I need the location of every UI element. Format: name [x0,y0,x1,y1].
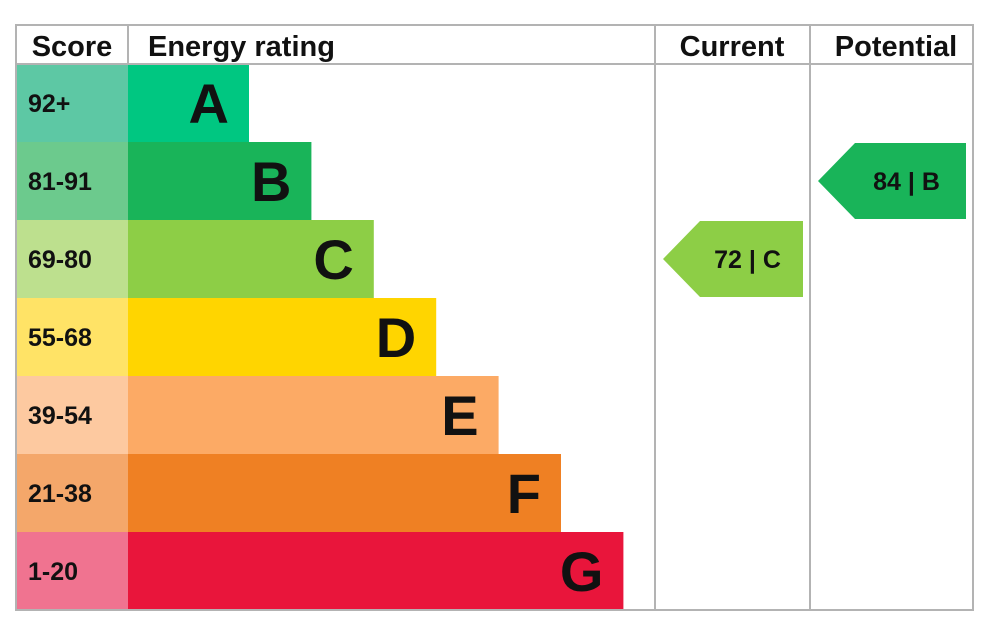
score-cell-b [16,142,128,220]
score-range-label-c: 69-80 [28,246,92,274]
rating-letter-e: E [441,384,478,447]
chart-border [15,24,974,611]
score-range-label-f: 21-38 [28,480,92,508]
potential-rating-arrow [818,143,966,219]
score-range-label-g: 1-20 [28,558,78,586]
current-rating-arrow [663,221,803,297]
header-row: Score Energy rating Current Potential [32,31,958,63]
score-cell-f [16,454,128,532]
rating-bar-g [128,532,624,610]
rating-letter-b: B [251,150,291,213]
score-cell-e [16,376,128,454]
rating-bar-e [128,376,499,454]
score-cell-c [16,220,128,298]
grid-layer [15,24,974,611]
indicator-layer: 72 | C 84 | B [663,143,966,297]
bands-layer: 92+ A 81-91 B 69-80 C 55-68 D 39-54 E 21-38 F 1-20 G [16,64,624,610]
potential-rating-label: 84 | B [873,168,940,196]
rating-letter-f: F [507,462,541,525]
score-cell-a [16,64,128,142]
rating-letter-a: A [189,72,229,135]
rating-bar-b [128,142,312,220]
score-cell-d [16,298,128,376]
rating-letter-c: C [313,228,353,291]
score-range-label-d: 55-68 [28,324,92,352]
score-range-label-a: 92+ [28,90,70,118]
score-header: Score [32,31,113,63]
score-range-label-b: 81-91 [28,168,92,196]
potential-header: Potential [835,31,957,63]
rating-bar-c [128,220,374,298]
rating-bar-a [128,64,249,142]
rating-bar-f [128,454,561,532]
score-cell-g [16,532,128,610]
energy-rating-header: Energy rating [148,31,335,63]
rating-letter-g: G [560,540,604,603]
score-range-label-e: 39-54 [28,402,92,430]
rating-letter-d: D [376,306,416,369]
rating-bar-d [128,298,437,376]
current-header: Current [680,31,785,63]
current-rating-label: 72 | C [714,246,781,274]
